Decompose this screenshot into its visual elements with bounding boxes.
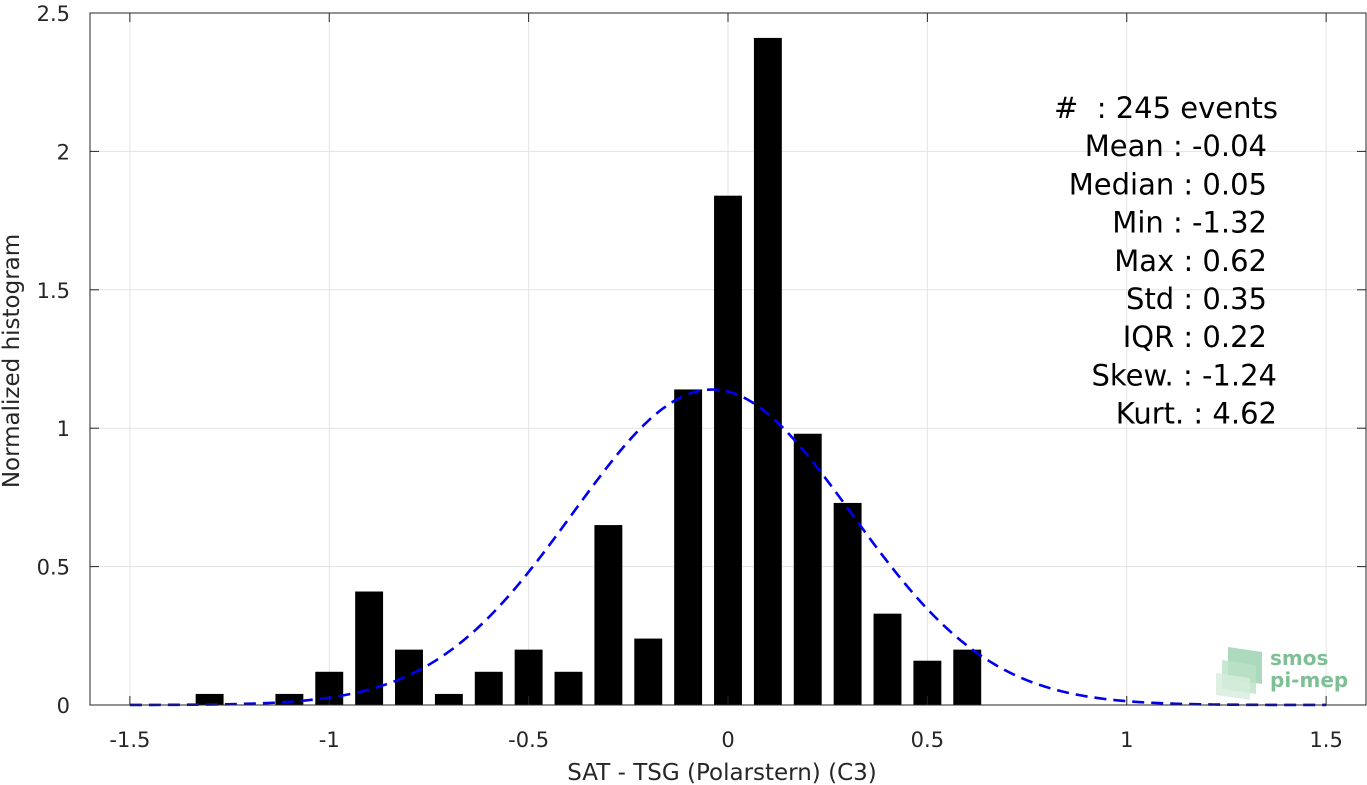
histogram-bar-0 xyxy=(195,693,224,705)
y-axis-ticks: 0 0.5 1 1.5 2 2.5 xyxy=(37,2,1366,718)
histogram-bar-5 xyxy=(434,693,463,705)
x-tick-label-1: -1 xyxy=(319,728,340,752)
y-tick-label-3: 1.5 xyxy=(37,279,70,303)
histogram-bar-6 xyxy=(474,671,503,705)
histogram-bar-14 xyxy=(793,433,822,705)
stat-line-5: Std : 0.35 xyxy=(1126,282,1267,316)
statistics-annotation: # : 245 events Mean : -0.04 Median : 0.05 M… xyxy=(1054,91,1278,431)
y-tick-label-2: 1 xyxy=(57,417,70,441)
stat-line-0: # : 245 events xyxy=(1054,91,1278,125)
y-tick-label-0: 0 xyxy=(57,694,70,718)
logo-text-smos: smos xyxy=(1270,646,1328,670)
y-tick-label-1: 0.5 xyxy=(37,556,70,580)
histogram-bar-11 xyxy=(674,389,703,705)
histogram-bar-4 xyxy=(395,649,423,705)
histogram-bar-13 xyxy=(753,37,782,706)
histogram-bar-9 xyxy=(594,525,623,705)
stat-line-1: Mean : -0.04 xyxy=(1085,129,1267,163)
x-axis-label: SAT - TSG (Polarstern) (C3) xyxy=(567,760,876,785)
y-tick-label-4: 2 xyxy=(57,140,70,164)
x-tick-label-3: 0 xyxy=(721,728,734,752)
histogram-bar-10 xyxy=(634,638,663,705)
logo-icon xyxy=(1216,647,1262,700)
x-tick-label-5: 1 xyxy=(1120,728,1133,752)
y-tick-label-5: 2.5 xyxy=(37,2,70,26)
histogram-bar-1 xyxy=(275,693,304,705)
y-axis-label: Normalized histogram xyxy=(0,234,25,488)
stat-line-7: Skew. : -1.24 xyxy=(1091,358,1277,392)
smos-pimep-logo: smos pi-mep xyxy=(1216,646,1348,700)
x-tick-label-4: 0.5 xyxy=(911,728,944,752)
histogram-bar-16 xyxy=(873,613,902,705)
stat-line-4: Max : 0.62 xyxy=(1114,244,1267,278)
x-tick-label-0: -1.5 xyxy=(109,728,150,752)
histogram-bar-12 xyxy=(714,195,742,706)
histogram-bars xyxy=(195,37,982,706)
histogram-bar-15 xyxy=(833,502,862,705)
x-axis-ticks: -1.5 -1 -0.5 0 0.5 1 1.5 xyxy=(109,13,1343,752)
stat-line-8: Kurt. : 4.62 xyxy=(1116,397,1277,431)
stat-line-2: Median : 0.05 xyxy=(1069,167,1267,201)
logo-text-pimep: pi-mep xyxy=(1270,668,1348,692)
stat-line-6: IQR : 0.22 xyxy=(1123,320,1267,354)
x-tick-label-2: -0.5 xyxy=(508,728,549,752)
stat-line-3: Min : -1.32 xyxy=(1112,206,1267,240)
histogram-bar-7 xyxy=(514,649,543,705)
histogram-bar-18 xyxy=(953,649,982,705)
x-tick-label-6: 1.5 xyxy=(1309,728,1342,752)
histogram-bar-8 xyxy=(554,671,583,705)
